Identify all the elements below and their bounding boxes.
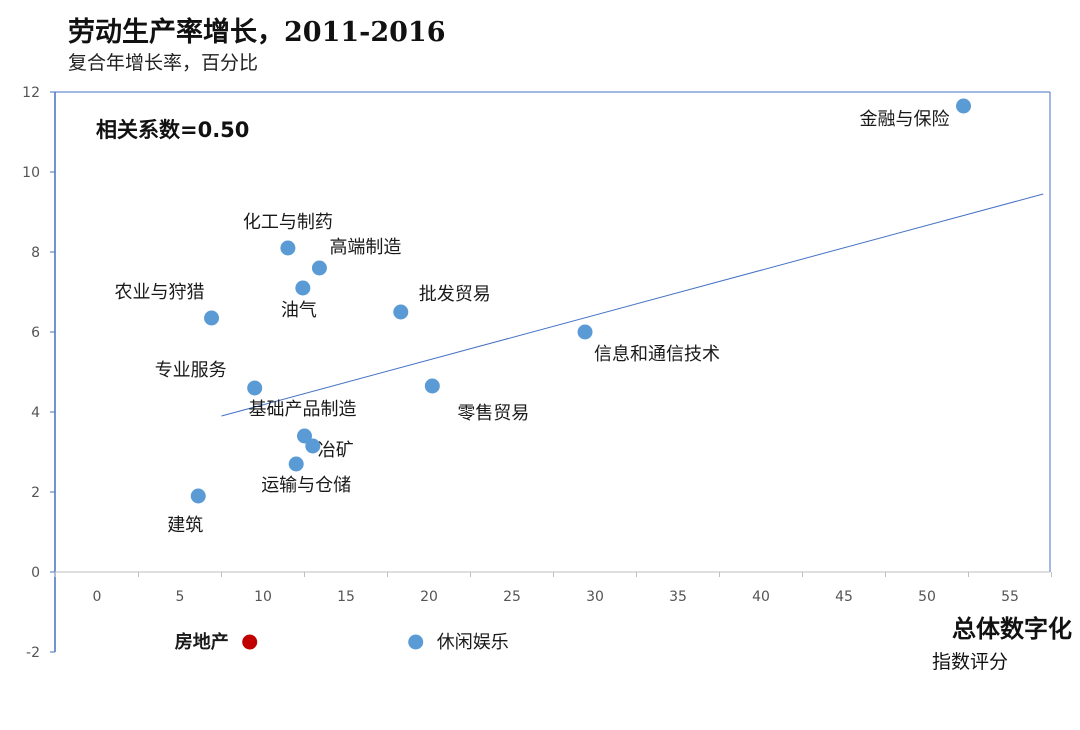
- scatter-point: [424, 378, 440, 394]
- point-label: 高端制造: [329, 237, 401, 258]
- scatter-point: [247, 380, 263, 396]
- scatter-point: [297, 428, 312, 444]
- point-label: 油气: [281, 300, 317, 321]
- x-tick-label: 50: [918, 589, 936, 605]
- x-tick-label: 15: [337, 589, 355, 605]
- x-axis-subtitle: 指数评分: [932, 651, 1008, 673]
- x-tick-label: 45: [835, 589, 853, 605]
- chart-subtitle: 复合年增长率，百分比: [68, 52, 259, 74]
- y-tick-label: 6: [31, 325, 40, 341]
- point-label: 运输与仓储: [261, 475, 351, 496]
- y-tick-label: 2: [31, 485, 40, 501]
- scatter-point: [288, 456, 304, 472]
- scatter-point: [577, 324, 593, 340]
- point-label: 冶矿: [318, 440, 354, 461]
- point-label: 建筑: [167, 515, 203, 536]
- scatter-point: [305, 438, 321, 454]
- x-tick-label: 35: [669, 589, 687, 605]
- y-tick-label: 0: [31, 565, 40, 581]
- chart-title: 劳动生产率增长，2011-2016: [68, 17, 446, 48]
- point-label: 房地产: [175, 631, 229, 653]
- x-tick-label: 5: [176, 589, 185, 605]
- scatter-point: [204, 310, 220, 326]
- point-label: 金融与保险: [860, 109, 950, 130]
- scatter-point: [311, 260, 327, 276]
- point-label: 基础产品制造: [249, 399, 357, 420]
- x-tick-label: 30: [586, 589, 604, 605]
- correlation-annotation: 相关系数=0.50: [96, 118, 249, 142]
- scatter-point: [408, 634, 424, 650]
- scatter-point: [393, 304, 409, 320]
- point-label: 专业服务: [155, 360, 227, 381]
- point-label: 信息和通信技术: [594, 344, 720, 365]
- x-axis-title: 总体数字化: [952, 614, 1072, 643]
- x-tick-label: 20: [420, 589, 438, 605]
- point-label: 零售贸易: [457, 403, 529, 424]
- x-tick-label: 10: [254, 589, 272, 605]
- point-label: 农业与狩猎: [115, 282, 205, 303]
- y-tick-label: -2: [26, 645, 40, 661]
- scatter-point: [242, 634, 258, 650]
- point-label: 化工与制药: [243, 212, 333, 233]
- y-tick-label: 8: [31, 245, 40, 261]
- scatter-point: [280, 240, 296, 256]
- point-label: 批发贸易: [419, 284, 491, 305]
- scatter-point: [190, 488, 206, 504]
- scatter-point: [956, 98, 972, 114]
- x-tick-label: 55: [1001, 589, 1019, 605]
- trendline: [221, 193, 1044, 417]
- y-tick-label: 4: [31, 405, 40, 421]
- x-tick-label: 0: [93, 589, 102, 605]
- x-tick-label: 25: [503, 589, 521, 605]
- scatter-point: [295, 280, 311, 296]
- y-tick-label: 12: [22, 85, 40, 101]
- point-label: 休闲娱乐: [437, 632, 509, 653]
- x-tick-label: 40: [752, 589, 770, 605]
- y-tick-label: 10: [22, 165, 40, 181]
